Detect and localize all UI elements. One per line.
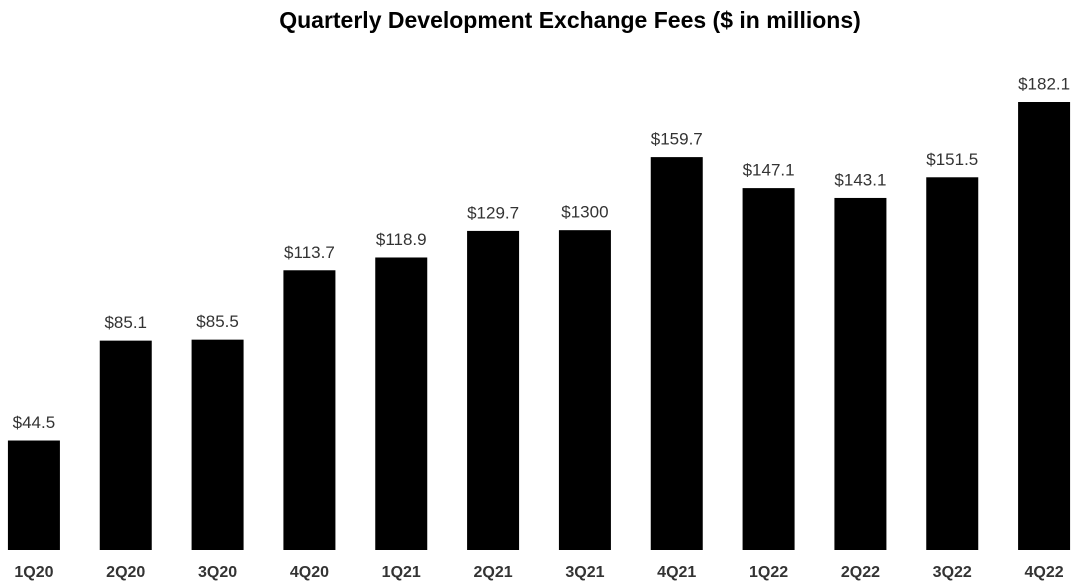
value-label: $143.1 <box>834 170 886 189</box>
x-tick-label: 2Q20 <box>106 564 145 581</box>
x-tick-label: 3Q22 <box>933 564 972 581</box>
x-tick-label: 3Q21 <box>565 564 604 581</box>
bar <box>742 188 795 550</box>
bar <box>650 157 703 550</box>
value-label: $118.9 <box>376 230 427 249</box>
chart-title: Quarterly Development Exchange Fees ($ i… <box>279 7 861 33</box>
x-tick-label: 4Q21 <box>657 564 696 581</box>
bar <box>7 440 60 550</box>
bar <box>558 230 611 550</box>
value-label: $85.1 <box>104 313 147 332</box>
x-tick-label: 1Q20 <box>14 564 53 581</box>
x-tick-label: 4Q22 <box>1025 564 1064 581</box>
x-tick-label: 1Q21 <box>382 564 421 581</box>
value-label: $44.5 <box>13 413 56 432</box>
x-tick-label: 3Q20 <box>198 564 237 581</box>
value-label: $113.7 <box>284 243 335 262</box>
bar <box>99 340 152 550</box>
bar <box>926 177 979 550</box>
value-label: $1300 <box>561 203 608 222</box>
x-tick-label: 2Q21 <box>474 564 513 581</box>
x-tick-label: 2Q22 <box>841 564 880 581</box>
x-tick-label: 4Q20 <box>290 564 329 581</box>
bar <box>467 230 520 550</box>
bar <box>191 339 244 550</box>
value-label: $85.5 <box>196 312 239 331</box>
x-tick-label: 1Q22 <box>749 564 788 581</box>
bar <box>283 270 336 550</box>
value-label: $147.1 <box>743 161 795 180</box>
bar <box>834 197 887 551</box>
value-label: $151.5 <box>926 150 978 169</box>
value-label: $129.7 <box>467 203 519 222</box>
value-label: $159.7 <box>651 130 703 149</box>
bar <box>1018 102 1071 550</box>
bar <box>375 257 428 550</box>
value-label: $182.1 <box>1018 74 1070 93</box>
